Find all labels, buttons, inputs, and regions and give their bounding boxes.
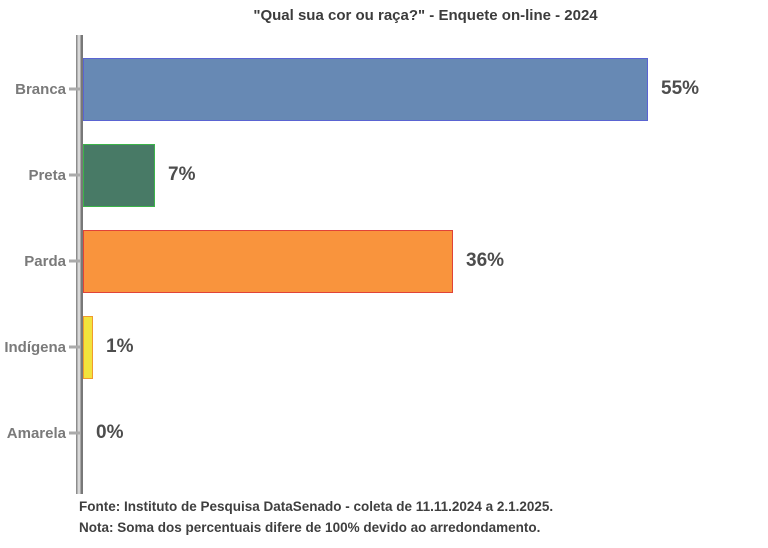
- value-label-amarela: 0%: [96, 422, 124, 443]
- category-axis-line: [76, 35, 83, 494]
- category-label-branca: Branca: [15, 80, 66, 98]
- value-label-branca: 55%: [661, 78, 700, 99]
- axis-tick: [69, 345, 80, 349]
- footer-notes: Fonte: Instituto de Pesquisa DataSenado …: [79, 496, 553, 538]
- category-label-indigena: Indígena: [4, 338, 66, 356]
- axis-tick: [69, 431, 80, 435]
- bar-row-parda: Parda 36%: [24, 218, 768, 304]
- axis-tick: [69, 173, 80, 177]
- source-note: Fonte: Instituto de Pesquisa DataSenado …: [79, 499, 554, 514]
- chart-title: "Qual sua cor ou raça?" - Enquete on-lin…: [253, 7, 598, 24]
- rounding-note: Nota: Soma dos percentuais difere de 100…: [79, 520, 541, 535]
- axis-tick: [69, 87, 80, 91]
- bar-parda: [83, 229, 453, 293]
- axis-tick: [69, 259, 80, 263]
- bar-indigena: [83, 315, 93, 379]
- bar-preta: [83, 143, 155, 207]
- category-label-parda: Parda: [24, 252, 66, 270]
- value-label-parda: 36%: [466, 250, 505, 271]
- plot-area: Branca 55% Preta 7% Parda 36% Indígena 1…: [4, 46, 768, 476]
- value-label-preta: 7%: [168, 164, 196, 185]
- bar-row-indigena: Indígena 1%: [4, 304, 768, 390]
- bar-branca: [83, 57, 648, 121]
- category-label-amarela: Amarela: [6, 424, 66, 442]
- bar-row-branca: Branca 55%: [15, 46, 768, 132]
- value-label-indigena: 1%: [106, 336, 134, 357]
- bar-row-amarela: Amarela 0%: [7, 390, 768, 476]
- category-label-preta: Preta: [28, 166, 66, 184]
- bar-row-preta: Preta 7%: [28, 132, 768, 218]
